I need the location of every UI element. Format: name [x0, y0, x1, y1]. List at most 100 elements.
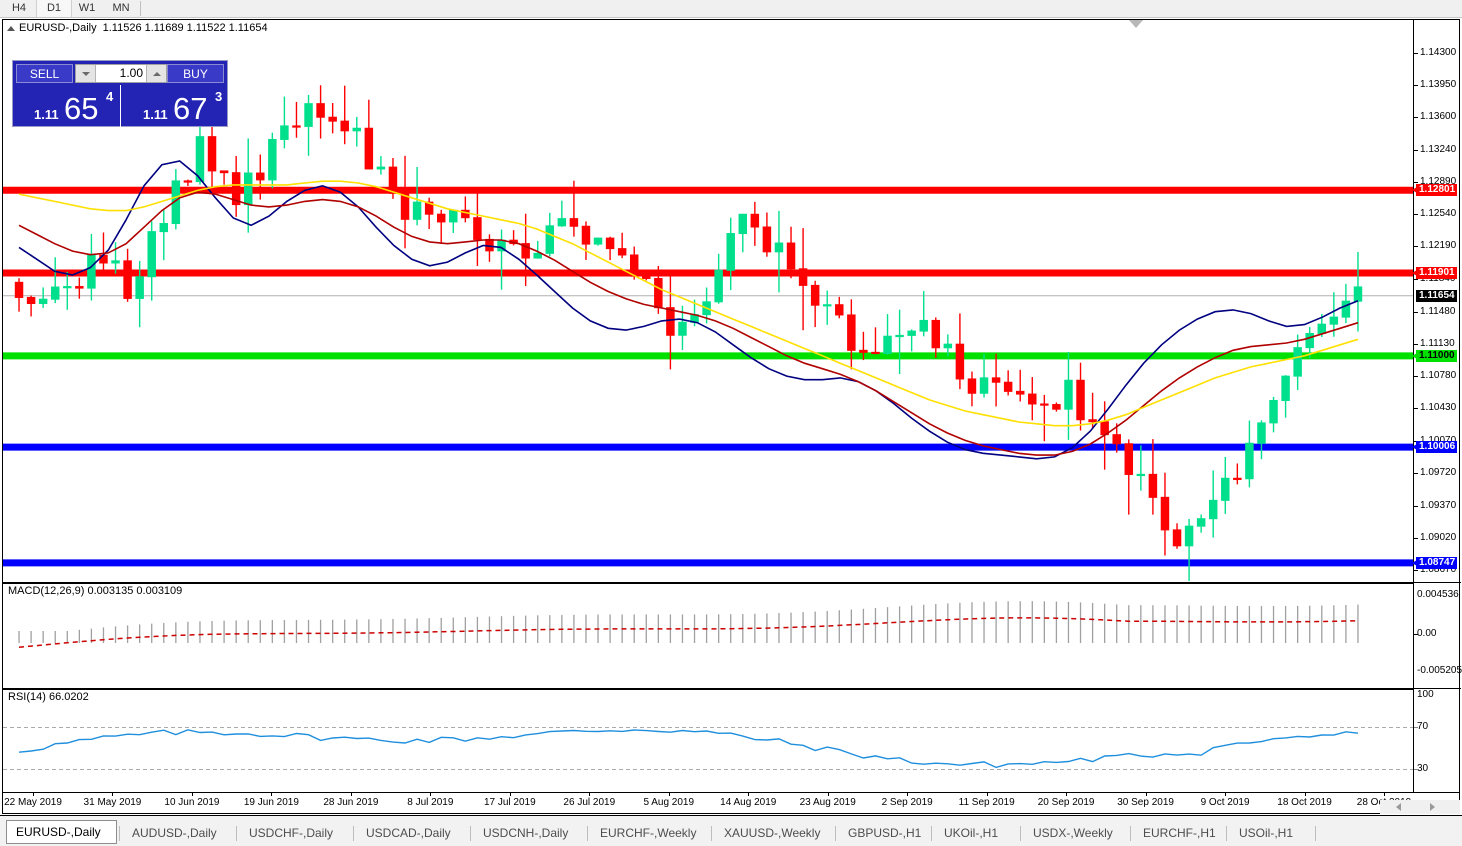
chart-tab-usdchfdaily[interactable]: USDCHF-,Daily [249, 826, 333, 840]
collapse-triangle-icon[interactable] [7, 25, 15, 31]
candle-body[interactable] [1124, 443, 1134, 475]
candle-body[interactable] [424, 201, 434, 215]
candle-body[interactable] [328, 116, 337, 122]
price-marker-support[interactable]: 1.10006 [1412, 441, 1458, 454]
candle-body[interactable] [1040, 403, 1049, 406]
candle-body[interactable] [183, 180, 193, 183]
timeframe-mn[interactable]: MN [112, 2, 130, 14]
candle-body[interactable] [316, 103, 325, 118]
candle-body[interactable] [678, 321, 687, 336]
candle-body[interactable] [557, 218, 567, 227]
candle-body[interactable] [1184, 525, 1194, 547]
candle-body[interactable] [581, 225, 591, 245]
candle-body[interactable] [835, 304, 844, 316]
candle-body[interactable] [943, 343, 953, 349]
candle-body[interactable] [629, 254, 639, 277]
candle-body[interactable] [955, 343, 965, 380]
chart-scroll-marker-icon[interactable] [1129, 20, 1143, 28]
candle-body[interactable] [1052, 404, 1061, 410]
candle-body[interactable] [38, 298, 48, 305]
candle-body[interactable] [967, 378, 977, 394]
candle-body[interactable] [871, 351, 880, 355]
chart-tab-xauusdweekly[interactable]: XAUUSD-,Weekly [724, 826, 821, 840]
candle-body[interactable] [340, 120, 349, 132]
candle-body[interactable] [63, 286, 72, 289]
candle-body[interactable] [617, 248, 627, 256]
candle-body[interactable] [1257, 422, 1266, 444]
candle-body[interactable] [979, 377, 989, 394]
candle-body[interactable] [352, 127, 362, 132]
candle-body[interactable] [726, 233, 735, 271]
candle-body[interactable] [1076, 379, 1085, 421]
price-marker-support[interactable]: 1.08747 [1412, 556, 1458, 569]
chart-tabs[interactable]: EURUSD-,Daily AUDUSD-,Daily USDCHF-,Daily U… [0, 815, 1462, 846]
chart-tab-eurchfh1[interactable]: EURCHF-,H1 [1143, 826, 1216, 840]
candle-body[interactable] [1148, 473, 1158, 498]
candle-body[interactable] [147, 231, 156, 278]
candle-body[interactable] [521, 243, 530, 259]
price-marker-support[interactable]: 1.11000 [1412, 349, 1457, 362]
candle-body[interactable] [388, 166, 398, 194]
candle-body[interactable] [1172, 529, 1182, 547]
timeframe-w1[interactable]: W1 [78, 2, 96, 14]
candle-body[interactable] [810, 284, 820, 306]
candle-body[interactable] [1305, 332, 1314, 349]
candle-body[interactable] [1341, 300, 1351, 318]
candle-body[interactable] [1353, 286, 1363, 302]
chart-tab-usdxweekly[interactable]: USDX-,Weekly [1033, 826, 1113, 840]
candle-body[interactable] [256, 172, 265, 181]
candle-body[interactable] [436, 213, 446, 223]
candle-body[interactable] [292, 125, 301, 128]
candle-body[interactable] [1160, 496, 1170, 531]
chart-tab-usoilh1[interactable]: USOil-,H1 [1239, 826, 1294, 840]
candle-body[interactable] [1281, 375, 1290, 401]
candle-body[interactable] [364, 127, 374, 170]
candle-body[interactable] [135, 276, 144, 299]
candle-body[interactable] [280, 125, 289, 140]
chart-tab-gbpusdh1[interactable]: GBPUSD-,H1 [848, 826, 922, 840]
sell-button[interactable]: SELL [16, 64, 73, 83]
candle-body[interactable] [243, 172, 253, 206]
candle-body[interactable] [231, 172, 241, 206]
candle-body[interactable] [195, 136, 205, 183]
date-scale[interactable]: 22 May 2019 31 May 2019 10 Jun 2019 19 Jun … [3, 792, 1459, 813]
price-scale[interactable]: 1.14300 1.13950 1.13600 1.13240 1.12890 1.125… [1412, 20, 1462, 813]
chart-tab-ukoilh1[interactable]: UKOil-,H1 [944, 826, 999, 840]
candle-body[interactable] [919, 319, 928, 332]
candle-body[interactable] [895, 334, 904, 338]
candle-body[interactable] [219, 170, 229, 174]
timeframe-h4[interactable]: H4 [11, 2, 27, 14]
price-marker-resistance[interactable]: 1.12801 [1412, 184, 1458, 197]
candle-body[interactable] [1317, 323, 1327, 334]
candle-body[interactable] [1293, 347, 1302, 377]
candle-body[interactable] [847, 314, 856, 351]
candle-body[interactable] [1269, 399, 1278, 424]
candle-body[interactable] [798, 268, 808, 286]
rsi-pane[interactable] [3, 689, 1414, 813]
candle-body[interactable] [473, 217, 482, 240]
chart-tab-usdcaddaily[interactable]: USDCAD-,Daily [366, 826, 451, 840]
candle-body[interactable] [14, 281, 24, 298]
candle-body[interactable] [449, 209, 458, 223]
candle-body[interactable] [1028, 393, 1037, 405]
candle-body[interactable] [207, 136, 217, 172]
buy-button[interactable]: BUY [167, 64, 224, 83]
candle-body[interactable] [605, 237, 615, 250]
volume-increase-button[interactable] [146, 65, 166, 82]
candle-body[interactable] [786, 242, 796, 270]
candle-body[interactable] [545, 225, 555, 254]
candle-body[interactable] [87, 254, 96, 289]
candle-body[interactable] [714, 269, 723, 303]
candle-body[interactable] [750, 213, 760, 228]
price-marker-resistance[interactable]: 1.11901 [1412, 267, 1457, 280]
candle-body[interactable] [822, 304, 832, 307]
candle-body[interactable] [400, 192, 410, 220]
candle-body[interactable] [50, 286, 60, 300]
candle-body[interactable] [1112, 434, 1121, 445]
candle-body[interactable] [111, 260, 120, 264]
candle-body[interactable] [991, 377, 1001, 383]
candle-body[interactable] [1233, 477, 1242, 480]
candle-body[interactable] [569, 218, 579, 227]
price-marker-last-price[interactable]: 1.11654 [1416, 289, 1457, 302]
candle-body[interactable] [907, 330, 916, 336]
